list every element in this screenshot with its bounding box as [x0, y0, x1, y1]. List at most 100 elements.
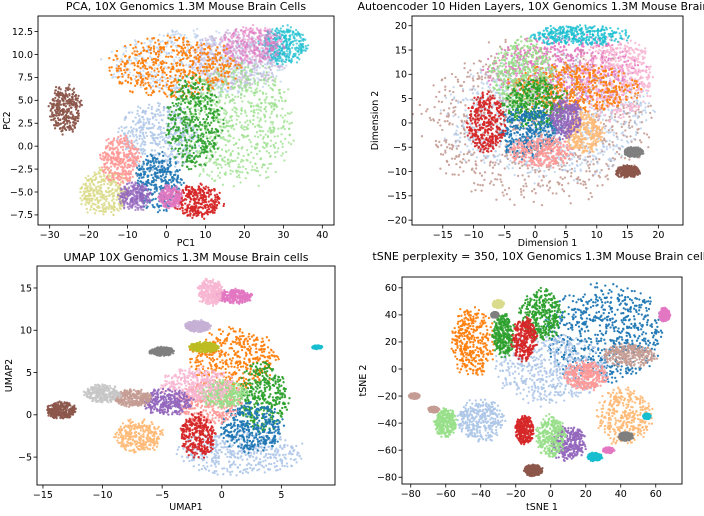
scatter-point [237, 61, 240, 64]
scatter-point [144, 67, 147, 70]
scatter-point [273, 79, 276, 82]
scatter-point [119, 157, 123, 161]
scatter-point [214, 137, 217, 140]
chart-panel-1: −30 −20 −10 0 10 20 30 40−7.5−5.0−2.50.02.55.07… [2, 0, 335, 249]
scatter-point [134, 46, 137, 49]
scatter-point [169, 89, 173, 92]
scatter-point [237, 173, 241, 177]
scatter-point [178, 135, 182, 138]
scatter-point [183, 52, 187, 55]
scatter-point [147, 174, 150, 177]
scatter-point [134, 53, 137, 56]
scatter-point [203, 140, 206, 144]
scatter-point [246, 159, 249, 162]
scatter-point [108, 175, 112, 178]
scatter-point [260, 125, 263, 129]
scatter-point [281, 65, 284, 68]
scatter-point [187, 91, 190, 94]
scatter-point [158, 204, 161, 208]
scatter-point [84, 176, 87, 180]
scatter-point [294, 32, 297, 35]
scatter-point [207, 80, 210, 83]
scatter-point [190, 129, 193, 132]
scatter-point [132, 127, 135, 130]
scatter-point [167, 55, 170, 59]
scatter-point [233, 86, 236, 89]
scatter-point [128, 179, 132, 182]
scatter-point [192, 29, 195, 32]
scatter-point [187, 118, 190, 121]
scatter-point [252, 109, 256, 112]
scatter-point [269, 68, 272, 72]
scatter-point [133, 77, 137, 81]
scatter-point [142, 63, 146, 67]
scatter-point [264, 29, 268, 33]
scatter-point [249, 58, 252, 61]
scatter-point [127, 76, 130, 79]
scatter-point [174, 83, 178, 86]
scatter-point [235, 40, 238, 43]
scatter-point [262, 130, 265, 133]
scatter-point [164, 140, 167, 143]
scatter-point [193, 144, 197, 147]
scatter-point [227, 95, 231, 99]
scatter-point [159, 174, 162, 178]
scatter-point [117, 130, 120, 134]
scatter-point [131, 152, 134, 156]
scatter-point [154, 53, 158, 56]
scatter-point [264, 57, 268, 60]
scatter-point [153, 133, 156, 136]
scatter-point [288, 50, 291, 53]
scatter-point [86, 201, 89, 204]
scatter-point [266, 50, 269, 53]
scatter-point [240, 78, 244, 81]
scatter-point [256, 90, 259, 93]
scatter-point [104, 195, 107, 199]
scatter-point [238, 176, 241, 179]
scatter-point [193, 48, 197, 52]
scatter-point [200, 47, 204, 50]
scatter-point [241, 100, 244, 103]
scatter-point [145, 61, 148, 65]
scatter-point [256, 77, 259, 80]
scatter-point [117, 65, 121, 68]
scatter-point [122, 73, 126, 77]
scatter-point [178, 152, 181, 156]
scatter-point [191, 117, 194, 121]
scatter-point [132, 156, 136, 159]
scatter-point [96, 205, 99, 209]
scatter-point [93, 178, 96, 182]
scatter-point [94, 209, 98, 212]
scatter-point [248, 102, 251, 105]
scatter-point [156, 136, 159, 139]
scatter-point [272, 126, 275, 129]
scatter-point [131, 91, 134, 94]
scatter-point [149, 82, 152, 85]
scatter-point [185, 129, 188, 132]
scatter-point [149, 160, 152, 163]
scatter-point [127, 129, 130, 133]
scatter-point [142, 162, 145, 165]
scatter-point [227, 134, 230, 138]
scatter-point [174, 38, 177, 42]
scatter-point [252, 118, 255, 122]
scatter-point [194, 62, 197, 65]
scatter-point [299, 48, 302, 51]
scatter-point [202, 117, 205, 121]
scatter-point [142, 160, 145, 163]
scatter-point [192, 98, 195, 101]
scatter-point [142, 139, 145, 143]
scatter-point [143, 149, 147, 152]
scatter-point [150, 173, 153, 177]
scatter-point [188, 154, 192, 157]
scatter-point [152, 165, 155, 168]
scatter-point [200, 86, 204, 90]
scatter-point [202, 168, 205, 171]
scatter-point [100, 166, 104, 169]
scatter-point [99, 169, 103, 172]
scatter-point [284, 114, 287, 117]
scatter-point [163, 71, 166, 74]
scatter-point [167, 107, 170, 110]
scatter-point [207, 78, 211, 82]
scatter-point [227, 140, 230, 143]
